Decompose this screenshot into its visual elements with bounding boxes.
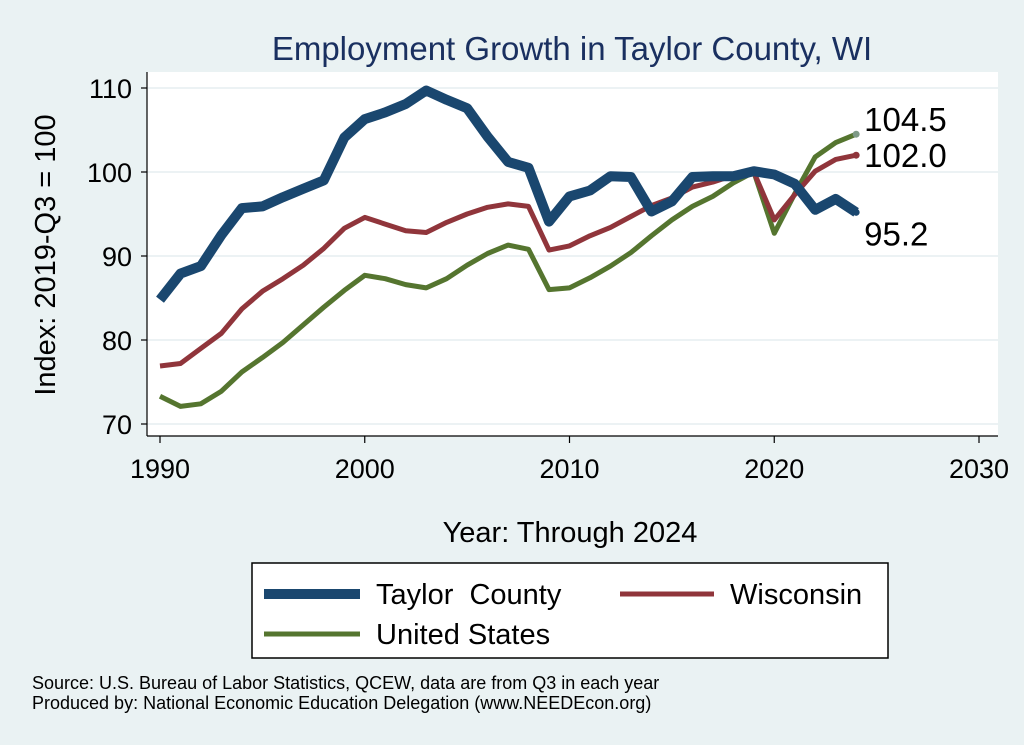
legend-box [251, 562, 889, 659]
y-axis-label: Index: 2019-Q3 = 100 [30, 114, 62, 395]
x-tick-label: 2030 [949, 454, 1009, 484]
y-tick-label: 80 [102, 326, 132, 356]
x-tick-label: 2000 [335, 454, 395, 484]
legend: Taylor County Wisconsin United States [251, 562, 889, 659]
x-axis-label: Year: Through 2024 [443, 517, 698, 549]
y-tick-label: 90 [102, 242, 132, 272]
end-label: 104.5 [864, 101, 947, 138]
series-line-taylor-county [156, 85, 859, 303]
end-marker [852, 151, 860, 159]
x-tick-label: 2010 [539, 454, 599, 484]
y-tick-label: 70 [102, 410, 132, 440]
axes: 70 80 90 100 110 1990 2000 2010 2020 2030 [87, 72, 1009, 484]
source-note: Source: U.S. Bureau of Labor Statistics,… [32, 673, 660, 693]
x-tick-label: 2020 [744, 454, 804, 484]
y-tick-label: 110 [89, 74, 132, 104]
legend-label: Wisconsin [730, 579, 862, 611]
end-marker [852, 208, 860, 216]
produced-by-note: Produced by: National Economic Education… [32, 693, 652, 713]
legend-label: United States [376, 619, 550, 651]
legend-label: Taylor County [376, 579, 562, 611]
end-label: 95.2 [864, 215, 928, 252]
x-tick-label: 1990 [130, 454, 190, 484]
y-tick-label: 100 [87, 158, 132, 188]
end-label: 102.0 [864, 137, 947, 174]
end-marker [852, 130, 860, 138]
series-lines [156, 85, 859, 409]
chart-title: Employment Growth in Taylor County, WI [272, 30, 872, 67]
